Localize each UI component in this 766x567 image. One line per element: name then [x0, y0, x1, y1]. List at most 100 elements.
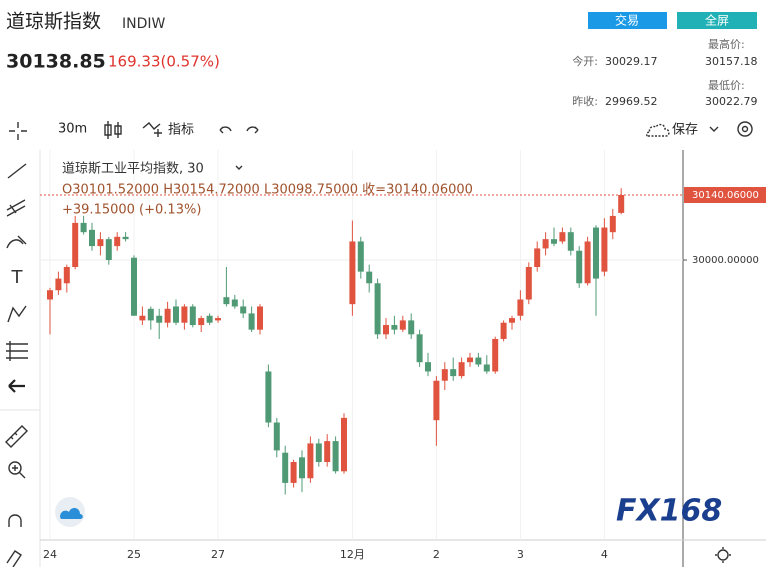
index-title: 道琼斯指数	[6, 11, 101, 33]
x-tick-label: 3	[517, 548, 524, 561]
stat-label: 今开:	[572, 54, 598, 68]
stat-value: 30029.17	[605, 55, 658, 68]
candle-body	[198, 318, 205, 326]
fullscreen-button-label[interactable]: 全屏	[705, 13, 729, 28]
stat-label: 最高价:	[708, 37, 745, 51]
x-tick-label: 12月	[340, 548, 365, 561]
candle-body	[89, 229, 95, 247]
candle-body	[467, 357, 473, 363]
crosshair-tool[interactable]	[9, 122, 27, 140]
candle-body	[55, 278, 62, 291]
magnet-tool[interactable]	[8, 514, 22, 527]
candle-body	[47, 290, 53, 300]
candle-body	[500, 322, 507, 339]
candle-body	[618, 195, 625, 213]
candle-body	[273, 422, 280, 451]
candle-body	[408, 320, 415, 335]
candle-body	[374, 283, 381, 335]
candle-body	[441, 369, 448, 381]
save-button[interactable]: 保存	[672, 123, 698, 138]
candle-body	[450, 369, 457, 377]
pattern-tool[interactable]	[7, 305, 27, 323]
candle-body	[349, 241, 356, 305]
candle-body	[458, 362, 465, 377]
candle-body	[559, 232, 566, 242]
fib-tool[interactable]	[6, 199, 26, 217]
candle-body	[240, 306, 247, 314]
candle-body	[324, 441, 331, 462]
candle-body	[525, 267, 532, 300]
redo[interactable]	[246, 126, 259, 134]
candle-body	[357, 241, 364, 272]
x-tick-label: 24	[43, 548, 57, 561]
candle-body	[383, 325, 389, 335]
text-tool[interactable]: T	[11, 267, 24, 288]
last-price-tag	[684, 187, 766, 204]
change-readout: +39.15000 (+0.13%)	[62, 203, 201, 218]
fullscreen-button[interactable]	[677, 12, 757, 29]
candle-body	[609, 215, 616, 233]
candle-body	[399, 320, 406, 330]
plot: 30000.00000 24 25 27 12月 2 3 4 30140.06000	[40, 150, 766, 561]
trade-button-label[interactable]: 交易	[615, 13, 639, 28]
ruler-tool[interactable]	[5, 425, 28, 448]
candle-body	[425, 362, 431, 372]
save-icon[interactable]	[646, 123, 670, 137]
candle-body	[576, 250, 583, 284]
x-tick-label: 4	[601, 548, 608, 561]
candle-body	[551, 239, 557, 244]
candle-body	[332, 441, 339, 472]
brush-tool[interactable]	[6, 235, 27, 249]
cloud-icon	[60, 508, 83, 519]
candle-body	[215, 318, 221, 321]
interval[interactable]: 30m	[58, 122, 87, 137]
candle-body	[173, 306, 179, 323]
candle-body	[131, 257, 137, 316]
pencil-tool[interactable]	[6, 550, 22, 567]
candle-body	[492, 338, 499, 372]
legend-menu[interactable]	[235, 165, 243, 170]
candle-body	[290, 462, 297, 483]
candle-body	[257, 306, 263, 330]
candle-body	[416, 334, 423, 363]
candle-type-icon[interactable]	[104, 121, 122, 139]
zoom-tool[interactable]	[8, 461, 26, 479]
candle-body	[315, 443, 322, 462]
candle-body	[593, 227, 599, 279]
time-axis-settings[interactable]	[715, 547, 731, 563]
legend-title: 道琼斯工业平均指数, 30	[62, 162, 204, 177]
candle-body	[122, 236, 129, 240]
candle-body	[97, 239, 104, 247]
candle-body	[584, 241, 591, 284]
candle-body	[534, 248, 541, 267]
x-tick-label: 25	[127, 548, 141, 561]
save-menu[interactable]	[709, 126, 719, 132]
back-tool[interactable]	[8, 379, 25, 393]
x-tick-label: 2	[433, 548, 440, 561]
candle-body	[72, 222, 79, 267]
candle-body	[248, 313, 255, 330]
candle-body	[114, 236, 121, 247]
candle-body	[282, 452, 289, 483]
candle-body	[63, 267, 70, 284]
indicators-button[interactable]: 指标	[168, 123, 194, 138]
candle-body	[156, 315, 163, 323]
settings-icon[interactable]	[737, 121, 753, 137]
left-toolbar: T	[0, 150, 85, 567]
candle-body	[139, 315, 146, 321]
price-change: 169.33(0.57%)	[108, 53, 220, 71]
stat-value: 29969.52	[605, 95, 658, 108]
undo[interactable]	[219, 126, 232, 134]
trade-button[interactable]	[588, 12, 667, 29]
candle-body	[517, 299, 524, 316]
trend-line-tool[interactable]	[7, 163, 27, 179]
measure-tool[interactable]	[6, 341, 28, 361]
candle-body	[265, 371, 272, 423]
candle-body	[391, 325, 398, 330]
candle-body	[509, 318, 515, 323]
x-tick-label: 27	[211, 548, 225, 561]
stat-value: 30022.79	[705, 95, 758, 108]
candle-body	[164, 308, 171, 323]
symbol: INDIW	[122, 16, 166, 32]
indicator-icon[interactable]	[142, 122, 162, 137]
